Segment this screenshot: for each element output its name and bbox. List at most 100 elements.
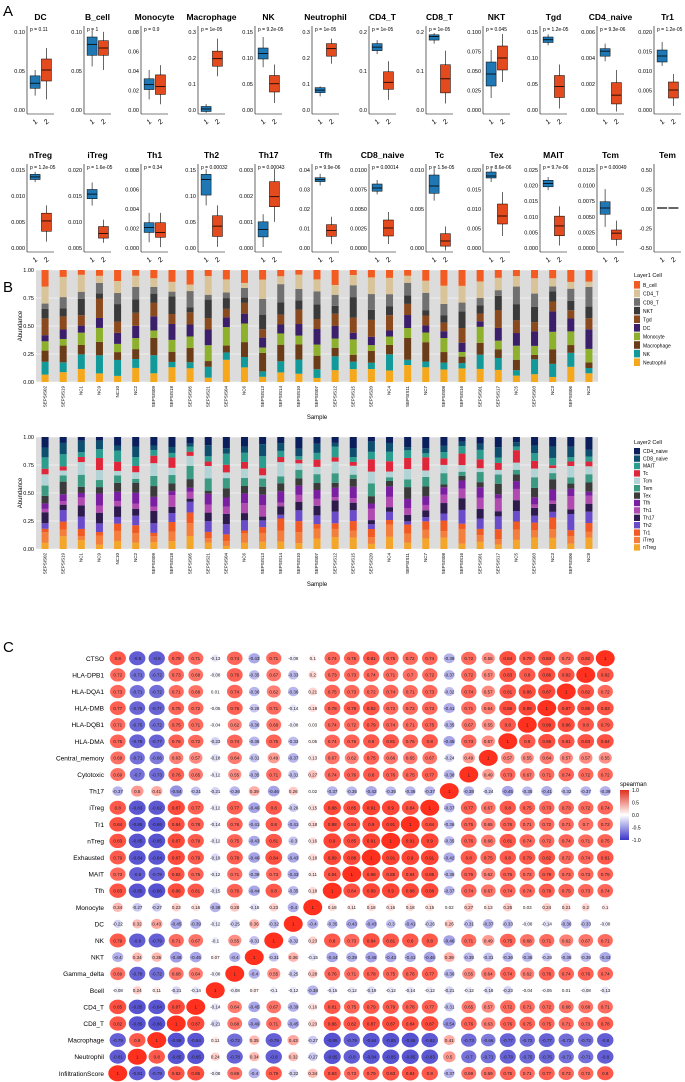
bar-segment-CD4_T	[585, 281, 593, 287]
corr-cell-DC-Neutrophil	[132, 919, 143, 929]
bar-segment-nTreg	[404, 542, 412, 549]
legend-swatch-CD8_naive	[634, 455, 640, 462]
bar-segment-NKT	[132, 299, 140, 313]
corr-cell-iTreg-Tr1	[401, 800, 419, 815]
y-tick-label: 0.002	[581, 82, 595, 88]
corr-value: -0.75	[522, 1055, 533, 1060]
bar-segment-NK	[295, 359, 303, 374]
bar-segment-DC	[476, 321, 484, 327]
bar-segment-Monocyte	[150, 330, 158, 338]
colorbar-tick: -1.0	[632, 838, 641, 844]
stacked-bar-SEPSIS03	[531, 270, 539, 382]
corr-value: 0.77	[425, 972, 434, 977]
box-g1	[428, 174, 440, 194]
corr-cell-Neutrophil-HLA-DQA1	[558, 1050, 574, 1064]
corr-value: -0.79	[347, 1038, 358, 1043]
bar-segment-Tc	[440, 458, 448, 465]
corr-cell-Th17-Macrophage	[151, 786, 163, 797]
corr-cell-InfiltrationScore-HLA-DMB	[538, 1066, 555, 1081]
corr-cell-HLA-DMB-Monocyte	[308, 704, 317, 712]
stacked-bar-SEPSIS20	[367, 437, 375, 549]
corr-value: 0.74	[386, 689, 395, 694]
bar-segment-MAIT	[512, 446, 520, 451]
corr-cell-Bcell-NKT	[250, 986, 258, 994]
corr-cell-HLA-DQB1-HLA-DQA1	[557, 717, 575, 732]
bar-segment-CD4_naive	[150, 437, 158, 446]
bar-segment-Tc	[458, 453, 466, 466]
corr-cell-CTSO-Neutrophil	[129, 651, 146, 666]
corr-value: 0.71	[191, 656, 200, 661]
corr-value: 0.71	[523, 822, 532, 827]
corr-value: -0.14	[210, 1005, 221, 1010]
corr-cell-HLA-DPB1-NK	[266, 668, 282, 682]
corr-cell-HLA-DPB1-Th17	[443, 670, 455, 680]
y-tick-label: -0.25	[639, 227, 652, 233]
corr-value: 0.72	[464, 673, 473, 678]
y-tick-label: 0.75	[23, 463, 34, 469]
bar-segment-MAIT	[567, 457, 575, 462]
corr-value: 0.35	[152, 955, 161, 960]
row-label: nTreg	[87, 838, 104, 845]
bar-segment-DC	[422, 325, 430, 333]
corr-value: -0.43	[249, 839, 260, 844]
y-tick-label: 0.3	[188, 30, 196, 36]
corr-cell-HLA-DMB-Macrophage	[148, 701, 165, 715]
corr-cell-Gamma_delta-Monocyte	[307, 969, 318, 979]
bar-segment-Tem	[531, 477, 539, 488]
bar-segment-Th17	[259, 516, 267, 521]
corr-cell-iTreg-CTSO	[597, 801, 614, 815]
corr-cell-Neutrophil-Macrophage	[148, 1049, 165, 1064]
bar-segment-NK	[512, 370, 520, 376]
corr-cell-Bcell-Bcell	[205, 982, 225, 999]
bar-segment-Th1	[585, 495, 593, 504]
stacked-bar-NC9	[95, 270, 103, 382]
legend-swatch-Tgd	[634, 315, 640, 323]
x-tick-label: SEPSIS11	[405, 553, 410, 574]
bar-segment-Macrophage	[168, 351, 176, 362]
bar-segment-nTreg	[295, 543, 303, 549]
y-tick-label: 0.025	[467, 89, 481, 95]
stacked-bar-SEPSIS16	[458, 270, 466, 382]
bar-segment-CD8_T	[77, 291, 85, 299]
bar-segment-nTreg	[168, 541, 176, 549]
corr-cell-Neutrophil-CTSO	[597, 1049, 614, 1064]
bar-segment-Th1	[114, 501, 122, 507]
stacked-bar-NC4	[386, 270, 394, 382]
bar-segment-Tex	[95, 487, 103, 494]
corr-cell-HLA-DMA-nTreg	[382, 734, 400, 749]
box-g2	[155, 74, 166, 95]
corr-cell-HLA-DQB1-MAIT	[344, 718, 360, 732]
corr-value: -0.38	[210, 905, 221, 910]
bar-segment-Neutrophil	[222, 359, 230, 382]
corr-cell-Tfh-Neutrophil	[128, 883, 146, 898]
x-tick-label: NC5	[514, 386, 519, 395]
bar-segment-CD8_T	[150, 286, 158, 294]
x-tick-label: NC3	[550, 386, 555, 395]
corr-value: 0.85	[425, 872, 434, 877]
corr-value: -0.31	[444, 1005, 455, 1010]
y-tick-label: 0.004	[125, 207, 139, 213]
corr-cell-HLA-DQA1-Bcell	[212, 688, 219, 695]
bar-segment-iTreg	[150, 536, 158, 543]
bar-segment-iTreg	[494, 539, 502, 545]
bar-segment-Tem	[440, 473, 448, 485]
corr-value: 0.49	[464, 756, 473, 761]
corr-cell-Tr1-HLA-DQB1	[519, 817, 535, 831]
y-tick-label: 0.0075	[350, 188, 367, 194]
corr-value: 0.88	[406, 889, 415, 894]
corr-cell-DC-Exhausted	[365, 918, 378, 930]
bar-segment-Th1	[240, 503, 248, 514]
bar-segment-Tc	[331, 457, 339, 462]
corr-value: -0.08	[210, 972, 221, 977]
bar-segment-CD4_naive	[313, 437, 321, 444]
bar-segment-iTreg	[277, 530, 285, 542]
corr-cell-CD4_T-Gamma_delta	[227, 1000, 242, 1014]
bar-segment-Tcm	[59, 470, 67, 476]
legend-label-Tfh: Tfh	[643, 501, 650, 507]
corr-value: -0.36	[249, 723, 260, 728]
corr-value: -0.7	[465, 1055, 473, 1060]
corr-value: 0.76	[347, 772, 356, 777]
bar-segment-B_cell	[331, 270, 339, 285]
bar-segment-CD4_T	[567, 281, 575, 289]
corr-value: 0.79	[191, 855, 200, 860]
